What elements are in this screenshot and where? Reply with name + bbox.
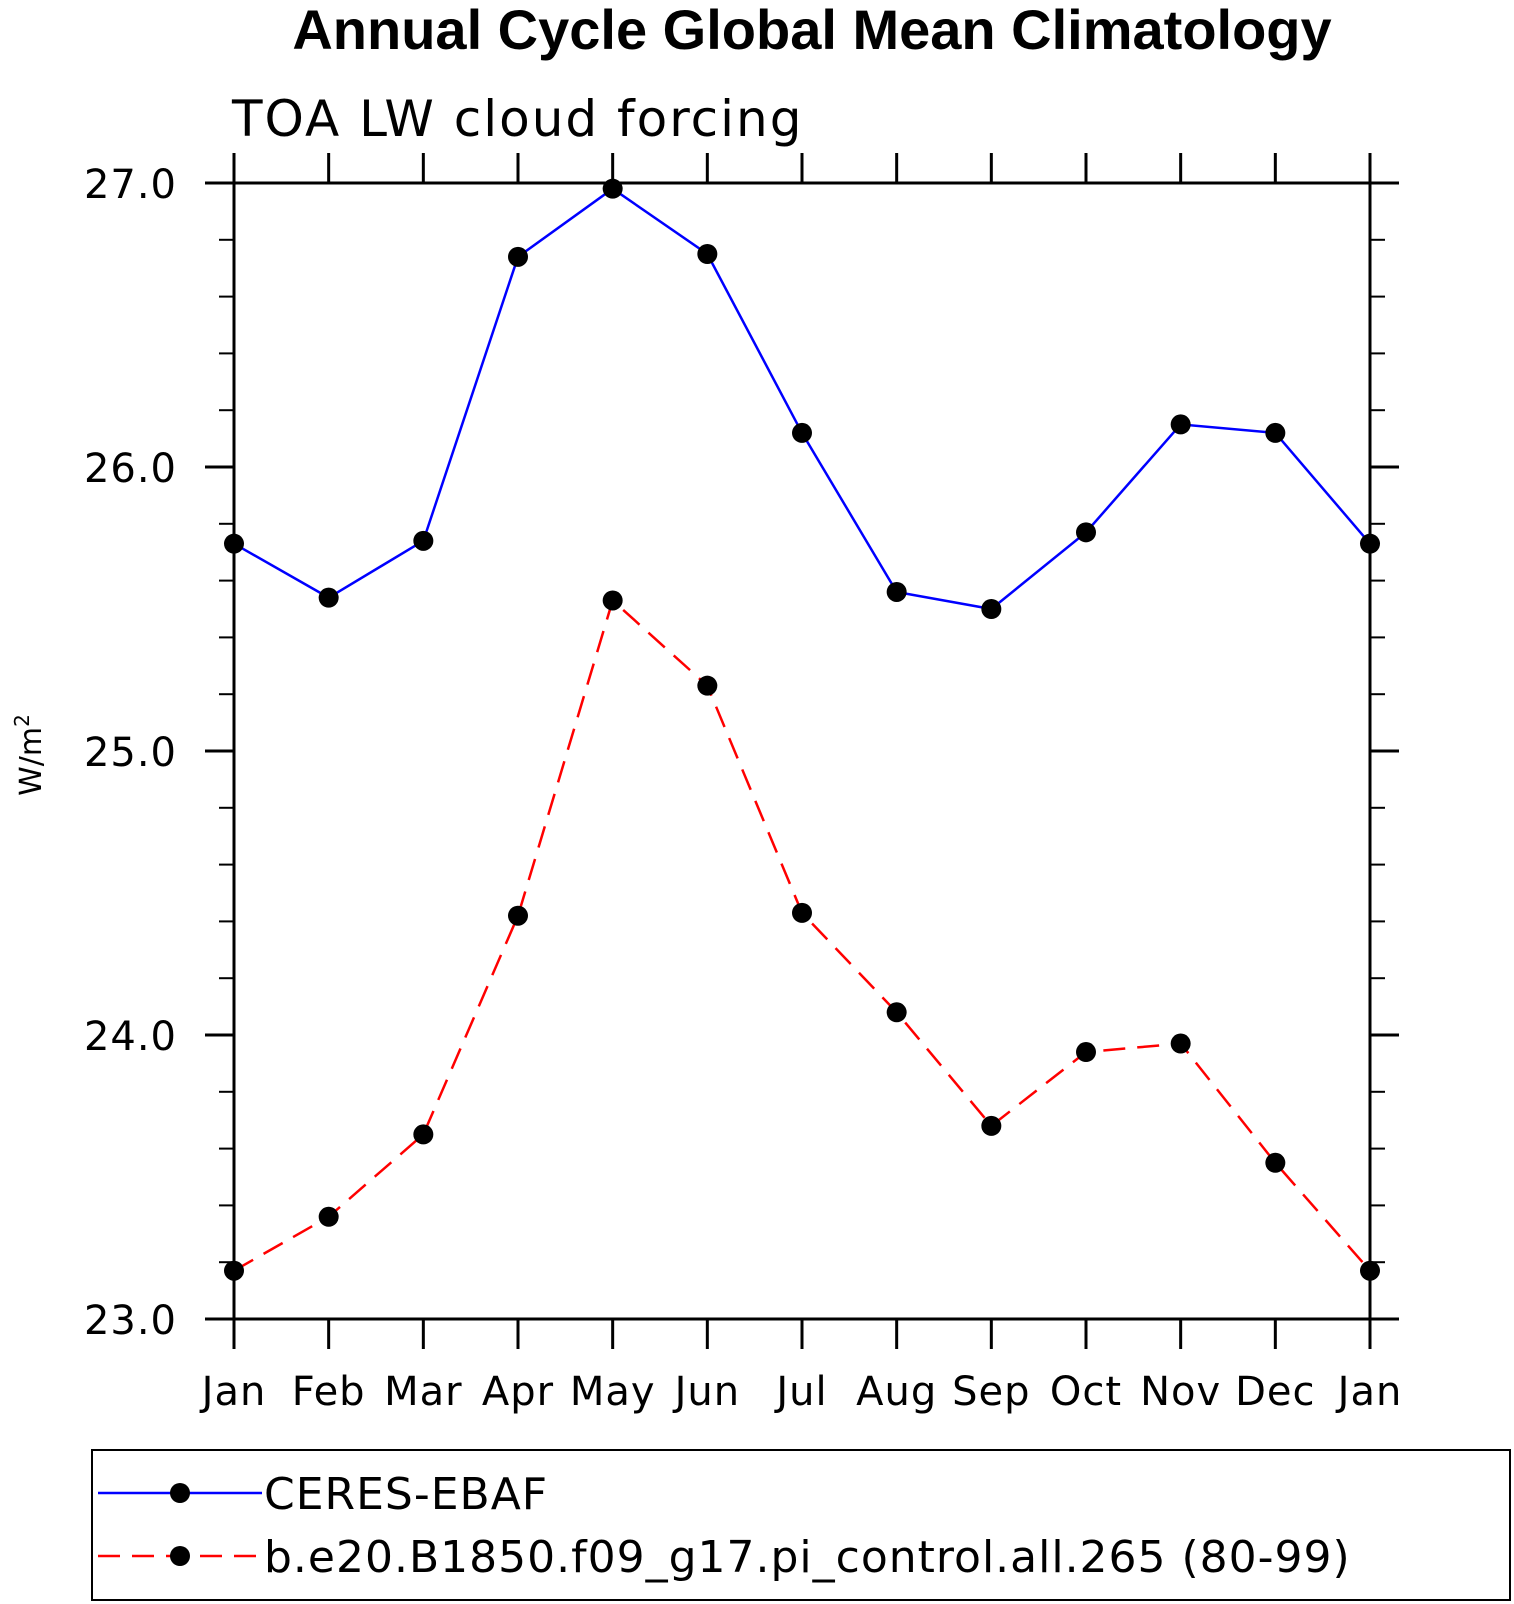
data-point xyxy=(413,1124,434,1145)
series-1 xyxy=(224,178,1380,619)
series-line xyxy=(233,187,1371,611)
x-tick-label: Sep xyxy=(952,1369,1030,1415)
data-point xyxy=(602,590,623,611)
y-tick-label: 23.0 xyxy=(84,1298,177,1344)
series-layer xyxy=(224,178,1380,1281)
legend-label: b.e20.B1850.f09_g17.pi_control.all.265 (… xyxy=(264,1532,1351,1583)
legend-label: CERES-EBAF xyxy=(264,1469,548,1520)
data-point xyxy=(697,244,718,264)
axes: Jan Feb Mar Apr May Jun Jul Aug Sep Oct Nov Dec Jan 2… xyxy=(84,153,1403,1415)
x-tick-label: Jun xyxy=(672,1369,741,1415)
data-point xyxy=(886,581,907,602)
y-tick-label: 27.0 xyxy=(84,162,177,208)
data-point xyxy=(981,1115,1002,1136)
data-point xyxy=(981,599,1002,619)
legend: CERES-EBAF b.e20.B1850.f09_g17.pi_control… xyxy=(91,1449,1511,1601)
y-axis-label-superscript: 2 xyxy=(10,714,34,727)
data-point xyxy=(1265,422,1286,443)
data-point xyxy=(1265,1152,1286,1173)
x-tick-label: Oct xyxy=(1050,1369,1122,1415)
data-point xyxy=(1360,1260,1380,1281)
x-tick-label: Feb xyxy=(292,1369,366,1415)
data-point xyxy=(224,533,244,554)
x-tick-label: Mar xyxy=(384,1369,462,1415)
x-tick-label: May xyxy=(570,1369,656,1415)
data-point xyxy=(792,422,812,443)
legend-box xyxy=(91,1449,1511,1601)
y-tick-label: 26.0 xyxy=(84,446,177,492)
series-line xyxy=(233,598,1371,1272)
data-point xyxy=(1076,1042,1096,1063)
data-point xyxy=(318,1206,339,1227)
data-point xyxy=(886,1002,907,1023)
plot-frame xyxy=(232,181,1372,1321)
data-point xyxy=(602,178,623,199)
data-point xyxy=(318,587,339,608)
data-point xyxy=(508,246,528,267)
chart-subtitle: TOA LW cloud forcing xyxy=(231,90,803,148)
x-tick-label: Jan xyxy=(1335,1369,1403,1415)
y-axis-label: W/m2 xyxy=(10,714,49,796)
x-tick-label: Jan xyxy=(199,1369,267,1415)
x-tick-label: Apr xyxy=(482,1369,554,1415)
x-tick-label: Jul xyxy=(773,1369,827,1415)
legend-marker xyxy=(170,1483,190,1503)
data-point xyxy=(413,530,434,551)
chart-title: Annual Cycle Global Mean Climatology xyxy=(292,0,1331,61)
data-point xyxy=(1076,522,1096,543)
x-tick-label: Nov xyxy=(1140,1369,1221,1415)
y-tick-label: 25.0 xyxy=(84,730,177,776)
data-point xyxy=(697,675,718,696)
data-point xyxy=(1170,1033,1191,1054)
data-point xyxy=(508,905,528,926)
data-point xyxy=(1170,414,1191,435)
legend-marker xyxy=(170,1546,190,1566)
data-point xyxy=(1360,533,1380,554)
x-tick-label: Dec xyxy=(1235,1369,1315,1415)
data-point xyxy=(224,1260,244,1281)
x-tick-label: Aug xyxy=(856,1369,937,1415)
y-axis-label-text: W/m xyxy=(14,727,49,796)
y-tick-label: 24.0 xyxy=(84,1014,177,1060)
series-2 xyxy=(224,590,1380,1281)
data-point xyxy=(792,902,812,923)
